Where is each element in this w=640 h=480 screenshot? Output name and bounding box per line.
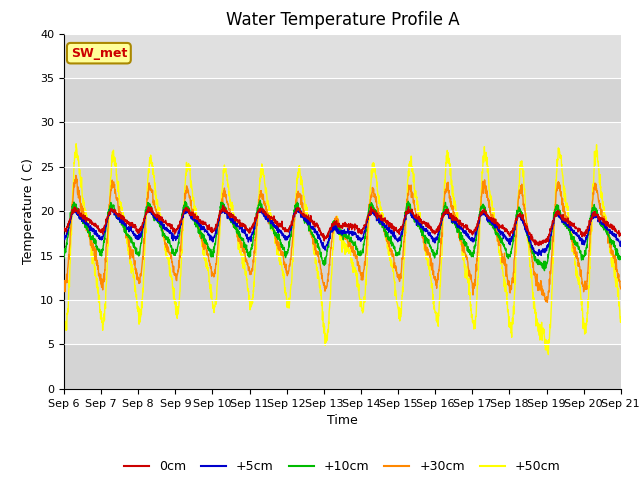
Text: SW_met: SW_met: [70, 47, 127, 60]
Bar: [64, 34, 621, 78]
Bar: [64, 345, 621, 389]
Bar: [64, 167, 621, 211]
Bar: [64, 78, 621, 122]
Bar: [64, 211, 621, 255]
Bar: [64, 300, 621, 345]
Y-axis label: Temperature ( C): Temperature ( C): [22, 158, 35, 264]
Bar: [64, 255, 621, 300]
X-axis label: Time: Time: [327, 414, 358, 427]
Title: Water Temperature Profile A: Water Temperature Profile A: [225, 11, 460, 29]
Bar: [64, 122, 621, 167]
Legend: 0cm, +5cm, +10cm, +30cm, +50cm: 0cm, +5cm, +10cm, +30cm, +50cm: [119, 456, 566, 479]
